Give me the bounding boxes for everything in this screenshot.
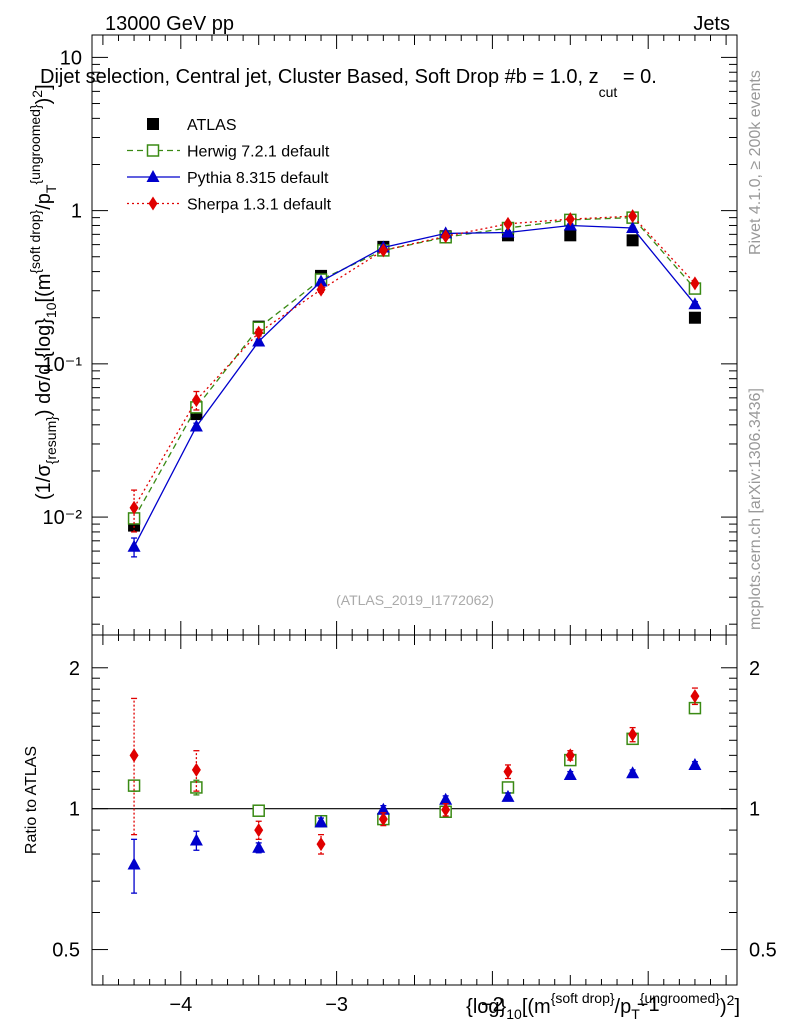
main-y-axis-label: (1/σ{resum}) dσ/d {log}10[(m{soft drop}/…: [27, 84, 59, 500]
selection-title-main: Dijet selection, Central jet, Cluster Ba…: [40, 66, 599, 88]
process-label: Jets: [693, 13, 730, 35]
pythia-point: [189, 419, 203, 432]
pythia-point: [189, 833, 203, 846]
ratio-axis-ticks: −4 −3 −2 −1 0.5 0.5 1 1 2 2: [52, 635, 777, 1016]
sherpa-point: [690, 689, 700, 704]
y-tick-label-right: 2: [749, 658, 760, 680]
selection-title: Dijet selection, Central jet, Cluster Ba…: [40, 66, 657, 100]
x-tick-label: −3: [325, 994, 348, 1016]
selection-title-sub: cut: [599, 84, 618, 100]
y-tick-label: 1: [71, 201, 82, 223]
sherpa-point: [565, 212, 575, 227]
herwig-point: [252, 804, 265, 817]
main-axis-ticks: 10⁻² 10⁻¹ 1 10: [43, 35, 737, 635]
sherpa-point: [148, 196, 158, 211]
sherpa-point: [503, 216, 513, 231]
x-tick-label: −1: [637, 994, 660, 1016]
sherpa-point: [441, 229, 451, 244]
sherpa-point: [191, 393, 201, 408]
legend-sherpa-label: Sherpa 1.3.1 default: [187, 197, 332, 214]
atlas-point: [626, 234, 639, 247]
x-tick-label: −2: [481, 994, 504, 1016]
x-tick-label: −4: [169, 994, 192, 1016]
pythia-point: [626, 221, 640, 234]
selection-title-end: = 0.: [617, 66, 656, 88]
pythia-point: [563, 768, 577, 781]
sherpa-point: [378, 812, 388, 827]
pythia-point: [146, 170, 160, 182]
mcplots-side-label: mcplots.cern.ch [arXiv:1306.3436]: [747, 388, 764, 630]
analysis-watermark: (ATLAS_2019_I1772062): [336, 592, 494, 608]
legend-atlas-label: ATLAS: [187, 117, 237, 134]
pythia-point: [688, 297, 702, 310]
y-tick-label-right: 1: [749, 799, 760, 821]
rivet-side-label: Rivet 4.1.0, ≥ 200k events: [747, 70, 764, 255]
pythia-point: [314, 815, 328, 828]
pythia-point: [127, 539, 141, 552]
pythia-point: [127, 857, 141, 870]
y-tick-label: 10⁻¹: [43, 354, 83, 376]
atlas-point: [147, 118, 159, 130]
sherpa-point: [503, 764, 513, 779]
herwig-point: [146, 144, 160, 157]
y-tick-label: 2: [69, 658, 80, 680]
y-tick-label: 0.5: [52, 940, 80, 962]
herwig-line: [133, 216, 696, 519]
sherpa-point: [191, 762, 201, 777]
sherpa-line: [133, 215, 696, 509]
ratio-series-group: [127, 687, 702, 894]
ratio-y-axis-label: Ratio to ATLAS: [23, 746, 40, 854]
sherpa-point: [628, 727, 638, 742]
sherpa-point: [254, 823, 264, 838]
pythia-point: [314, 274, 328, 287]
main-series-group: [127, 209, 702, 558]
pythia-point: [376, 802, 390, 815]
y-tick-label: 10⁻²: [43, 507, 83, 529]
sherpa-point: [378, 243, 388, 258]
sherpa-point: [129, 748, 139, 763]
pythia-line: [133, 224, 696, 548]
pythia-point: [439, 792, 453, 805]
sherpa-point: [628, 209, 638, 224]
pythia-point: [501, 789, 515, 802]
atlas-point: [564, 229, 577, 242]
energy-label: 13000 GeV pp: [105, 13, 234, 35]
ratio-panel-frame: [91, 634, 738, 986]
sherpa-point: [441, 802, 451, 817]
sherpa-point: [254, 325, 264, 340]
sherpa-point: [565, 748, 575, 763]
y-tick-label: 1: [69, 799, 80, 821]
pythia-point: [688, 757, 702, 770]
sherpa-point: [316, 282, 326, 297]
sherpa-point: [316, 837, 326, 852]
pythia-point: [252, 334, 266, 347]
pythia-point: [626, 766, 640, 779]
y-tick-label-right: 0.5: [749, 940, 777, 962]
legend-pythia-label: Pythia 8.315 default: [187, 170, 329, 187]
legend: ATLAS Herwig 7.2.1 default Pythia 8.315 de…: [127, 117, 332, 214]
pythia-point: [252, 840, 266, 853]
y-tick-label: 10: [60, 47, 82, 69]
legend-herwig-label: Herwig 7.2.1 default: [187, 144, 330, 161]
x-axis-label: {log}10[(m{soft drop}/pT{ungroomed})2]: [466, 990, 740, 1022]
pythia-point: [501, 225, 515, 238]
sherpa-point: [129, 500, 139, 515]
atlas-point: [688, 311, 701, 324]
sherpa-point: [690, 276, 700, 291]
